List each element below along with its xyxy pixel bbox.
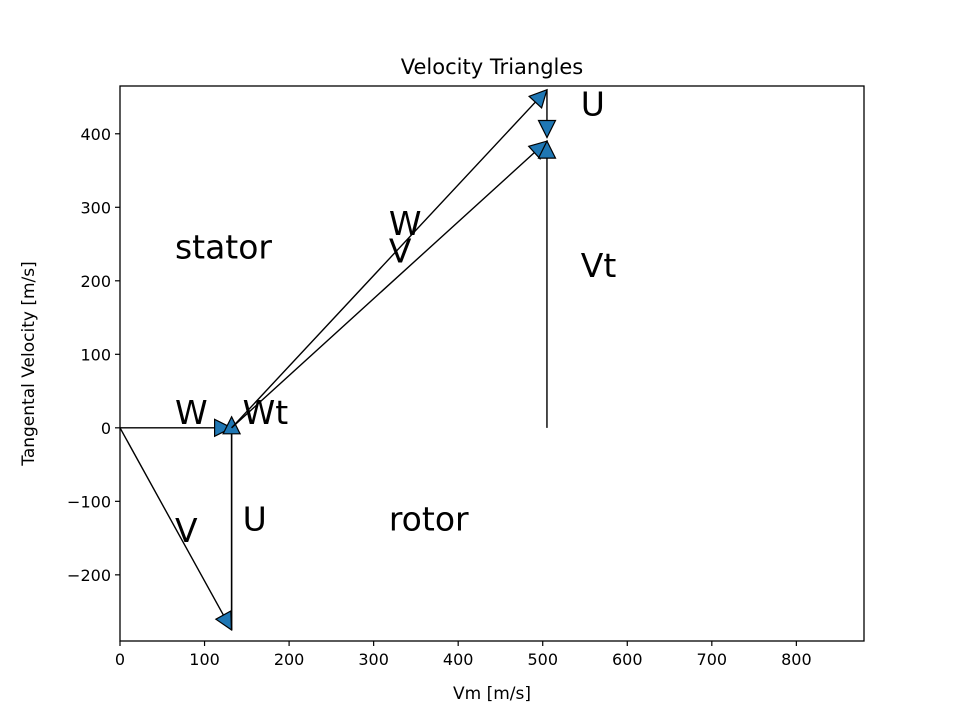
annotation-label: Vt: [581, 246, 617, 285]
arrow-head: [214, 418, 233, 438]
x-tick-label: 0: [115, 650, 125, 669]
series-line: [231, 140, 548, 429]
annotation-label: V: [175, 511, 198, 550]
annotation-label: U: [581, 84, 605, 123]
arrow-head: [537, 119, 557, 139]
y-tick-label: 300: [80, 198, 111, 217]
y-tick-label: 100: [80, 345, 111, 364]
arrow-head: [527, 88, 548, 109]
plot-frame: [119, 85, 865, 642]
y-tick-label: 0: [101, 419, 111, 438]
y-tick-label: 200: [80, 272, 111, 291]
y-axis: −200 −100 0 100 200 300 400: [67, 125, 120, 585]
annotation-label: stator: [175, 228, 272, 267]
series-wt-arrow: [222, 415, 242, 630]
annotation-label: W: [389, 204, 422, 243]
arrow-head: [222, 415, 242, 435]
annotation-label: Wt: [243, 393, 289, 432]
x-axis: 0 100 200 300 400 500 600 700 800: [115, 641, 812, 669]
y-tick-label: −200: [67, 566, 111, 585]
plot-area: [119, 88, 557, 632]
annotation-label: W: [175, 393, 208, 432]
x-tick-label: 300: [358, 650, 389, 669]
annotation-label: rotor: [389, 500, 469, 539]
x-tick-label: 600: [612, 650, 643, 669]
series-line: [119, 427, 233, 631]
series-vt-arrow: [537, 139, 557, 428]
x-tick-label: 500: [527, 650, 558, 669]
annotation-label: V: [389, 231, 412, 270]
x-tick-label: 800: [781, 650, 812, 669]
series-w-arrow: [120, 418, 233, 438]
arrow-head: [537, 139, 557, 159]
series-v-arrow: [231, 140, 548, 429]
x-tick-label: 200: [274, 650, 305, 669]
y-tick-label: −100: [67, 492, 111, 511]
y-tick-label: 400: [80, 125, 111, 144]
y-axis-label: Tangental Velocity [m/s]: [19, 261, 39, 467]
arrow-head: [214, 610, 233, 632]
series-line: [231, 89, 548, 429]
series-u-arrow: [537, 89, 557, 139]
x-tick-label: 400: [443, 650, 474, 669]
chart-title: Velocity Triangles: [401, 55, 583, 79]
series-w-arrow: [231, 88, 548, 429]
annotation-label: U: [243, 500, 267, 539]
x-tick-label: 100: [189, 650, 220, 669]
x-tick-label: 700: [697, 650, 728, 669]
x-axis-label: Vm [m/s]: [453, 684, 531, 704]
